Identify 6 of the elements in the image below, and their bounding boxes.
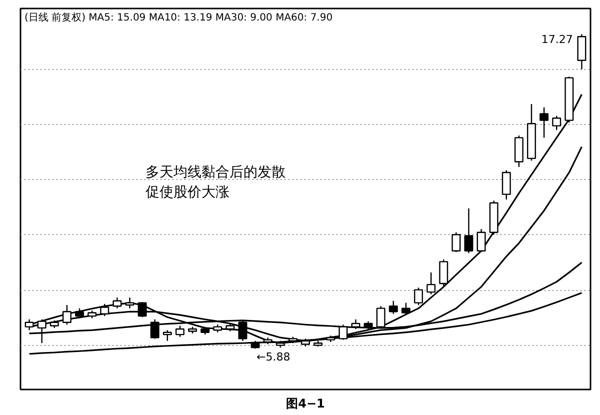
- chart-title: (日线 前复权) MA5: 15.09 MA10: 13.19 MA30: 9.00 MA60: 7.90: [24, 12, 333, 24]
- annotation: 促使股价大涨: [146, 184, 230, 200]
- annotation: 多天均线黏合后的发散: [146, 164, 286, 180]
- annotation: 17.27: [541, 33, 573, 46]
- caption: 图4−1: [286, 396, 325, 410]
- annotation: ←5.88: [256, 350, 290, 364]
